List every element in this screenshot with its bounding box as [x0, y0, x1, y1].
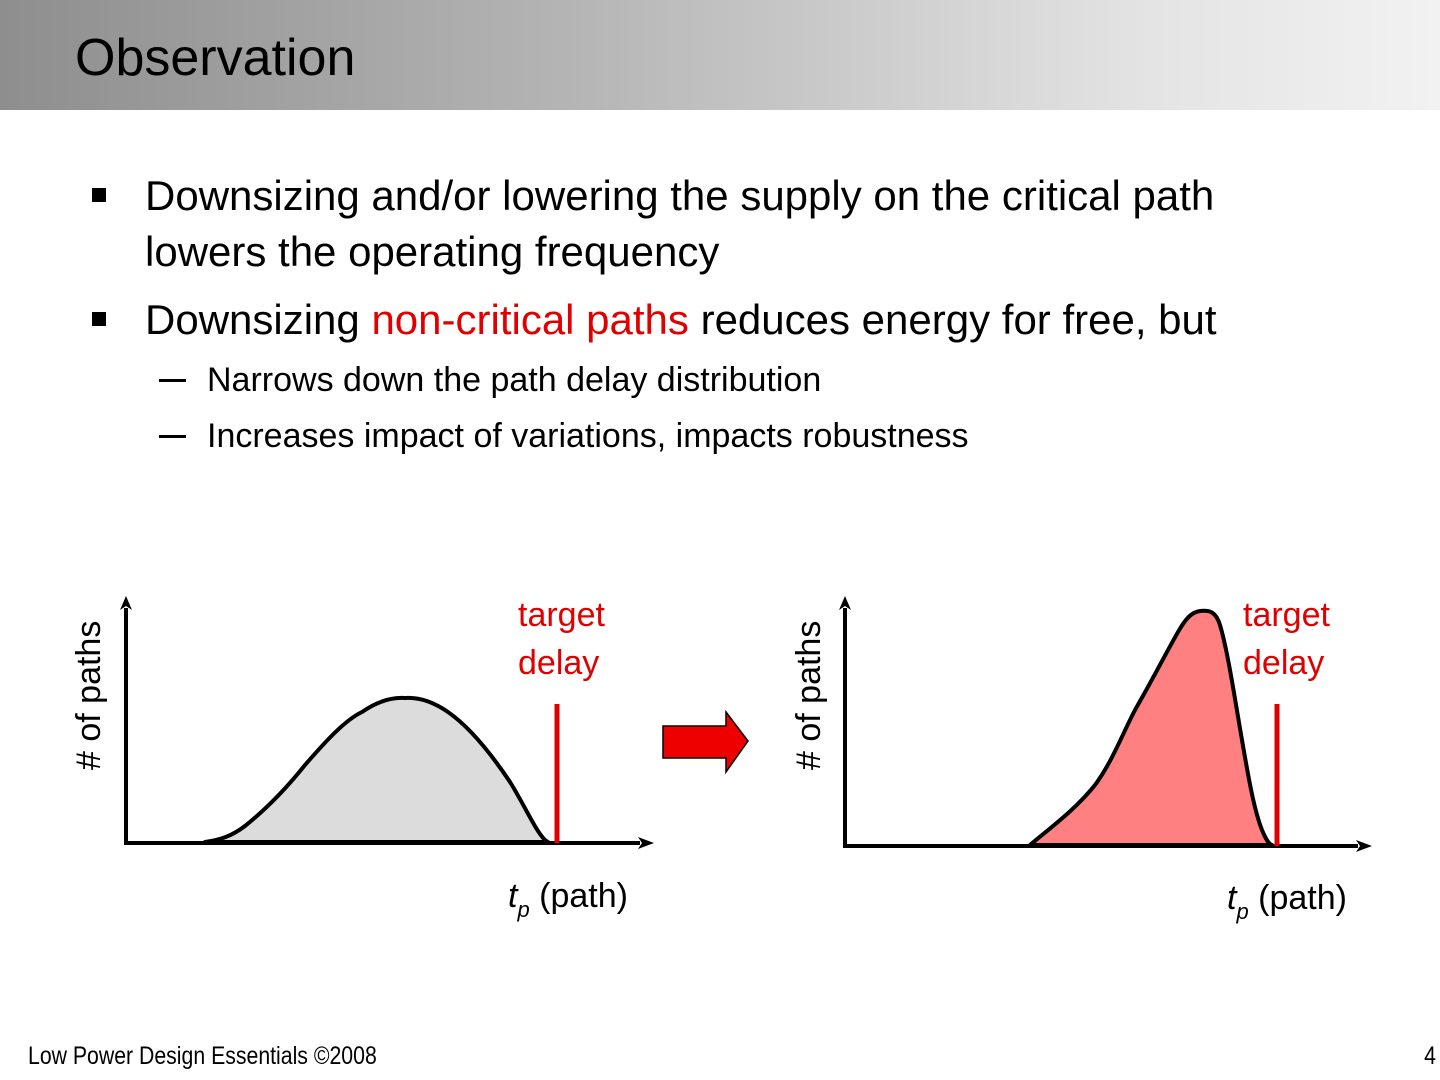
right-x-axis-label: tp (path) [1227, 879, 1347, 924]
bullet-line: lowers the operating frequency [145, 228, 720, 275]
sub-bullet-text: Narrows down the path delay distribution [207, 361, 822, 399]
left-distribution-diagram: # of paths target delay tp (path) [70, 596, 654, 922]
bullet-text: Downsizing [145, 296, 372, 343]
right-distribution-diagram: # of paths target delay tp (path) [790, 596, 1372, 924]
page-title: Observation [75, 29, 356, 87]
left-x-axis-sub: p [516, 897, 529, 922]
left-target-label-1: target [518, 596, 605, 634]
page-number: 4 [1424, 1042, 1436, 1070]
right-distribution-curve [1028, 608, 1274, 847]
right-x-axis-sub: p [1235, 899, 1248, 924]
sub-bullet-narrows: Narrows down the path delay distribution [159, 359, 1357, 401]
right-x-axis-var: t [1227, 879, 1238, 917]
left-y-axis-arrow-icon [120, 596, 132, 610]
left-target-label-2: delay [518, 644, 599, 682]
footer-copyright: Low Power Design Essentials ©2008 [28, 1042, 377, 1070]
bullet-non-critical: Downsizing non-critical paths reduces en… [92, 292, 1395, 348]
left-x-axis-arrow-icon [638, 837, 654, 849]
square-bullet-icon [92, 188, 106, 202]
left-x-axis-label: tp (path) [508, 877, 628, 922]
bullet-critical-path: Downsizing and/or lowering the supply on… [92, 168, 1395, 280]
right-y-axis-arrow-icon [839, 596, 851, 610]
dash-bullet-icon [159, 379, 186, 382]
bullet-text: reduces energy for free, but [688, 296, 1217, 343]
right-x-axis-arrow-icon [1356, 840, 1372, 852]
dash-bullet-icon [159, 435, 186, 438]
transition-arrow-icon [662, 709, 749, 775]
right-y-axis-label: # of paths [790, 621, 828, 770]
left-x-axis-rest: (path) [530, 877, 628, 915]
left-distribution-curve [203, 695, 550, 844]
sub-bullet-variations: Increases impact of variations, impacts … [159, 415, 1357, 457]
right-target-label-2: delay [1243, 644, 1324, 682]
left-y-axis-label: # of paths [70, 621, 108, 770]
right-x-axis-rest: (path) [1249, 879, 1347, 917]
title-bar [0, 0, 1440, 110]
left-x-axis-var: t [508, 877, 519, 915]
sub-bullet-text: Increases impact of variations, impacts … [207, 417, 969, 455]
bullet-highlight: non-critical paths [371, 296, 689, 343]
right-target-label-1: target [1243, 596, 1330, 634]
bullet-line: Downsizing and/or lowering the supply on… [145, 172, 1215, 219]
square-bullet-icon [92, 312, 106, 326]
